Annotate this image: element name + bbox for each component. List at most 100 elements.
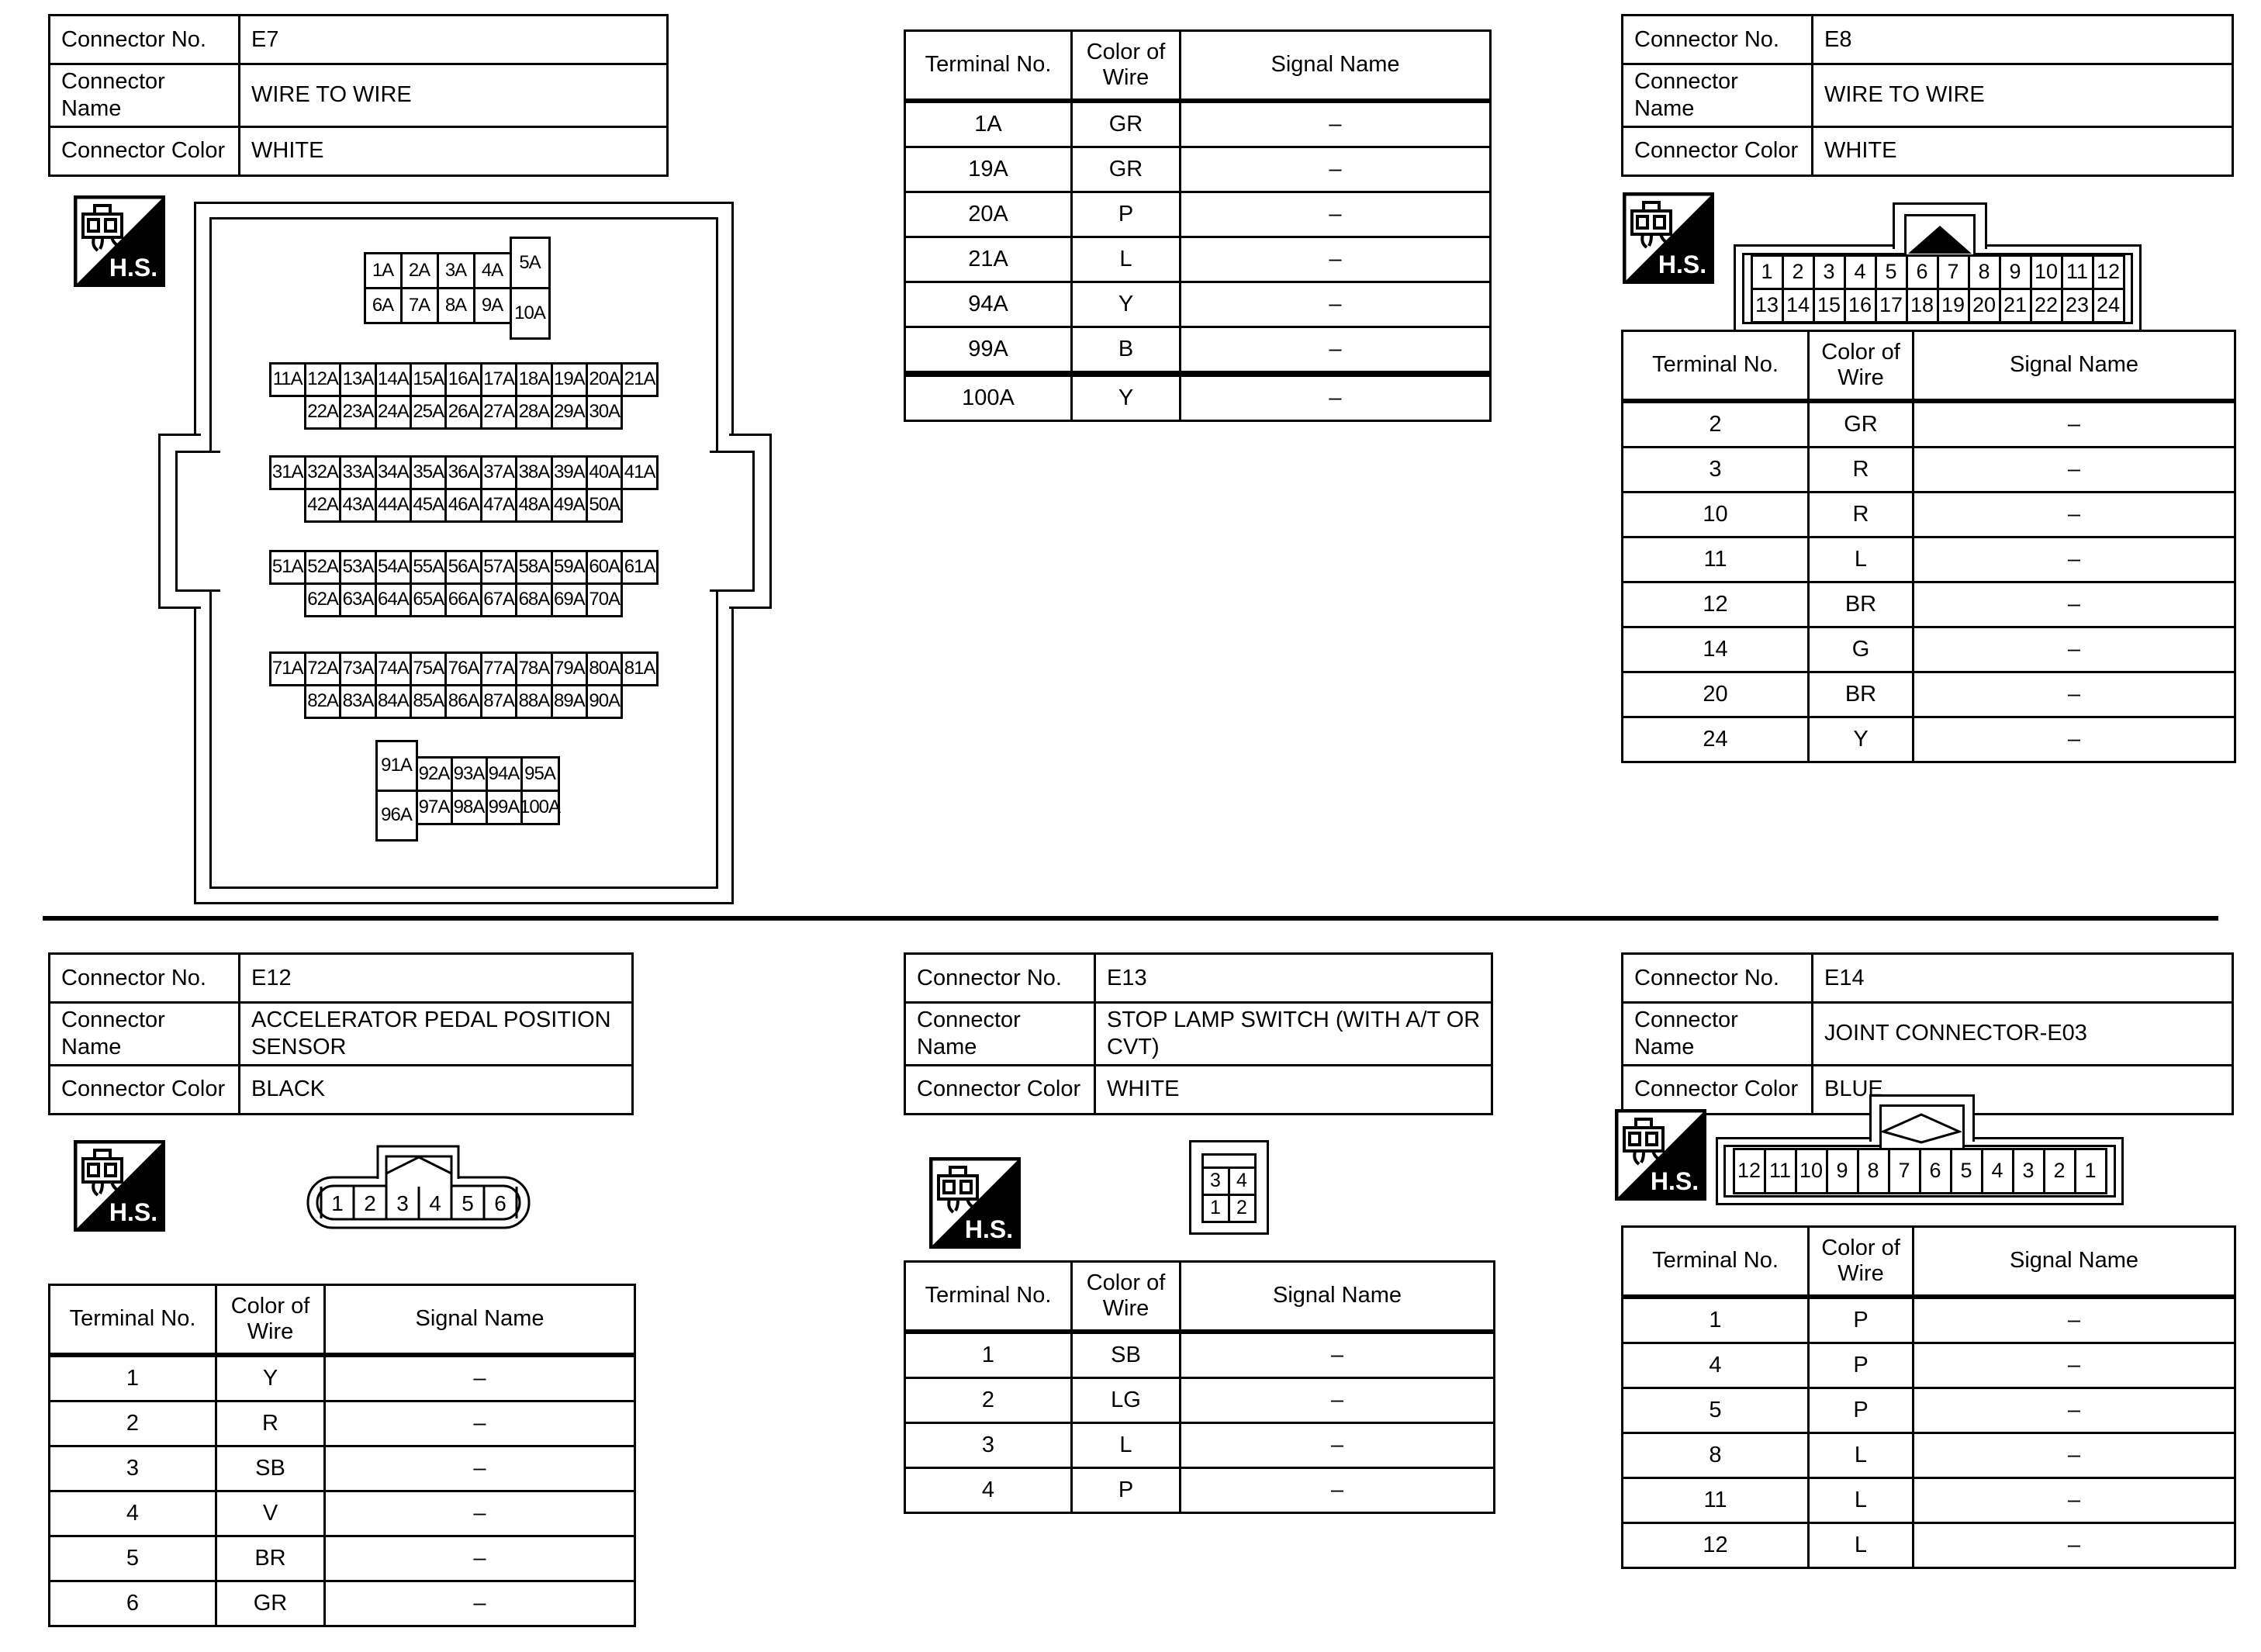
pin-96A: 96A bbox=[375, 789, 418, 842]
pin-10: 10 bbox=[2029, 254, 2063, 290]
pin-16: 16 bbox=[1843, 287, 1877, 323]
terminal-no: 12 bbox=[1621, 1522, 1810, 1569]
terminal-no: 1 bbox=[48, 1353, 217, 1402]
pin-11A: 11A bbox=[268, 361, 306, 397]
hs-icon: H.S. bbox=[74, 195, 165, 287]
pin-2: 2 bbox=[1227, 1193, 1257, 1223]
pin-78A: 78A bbox=[515, 651, 553, 686]
signal-name: – bbox=[1912, 1295, 2236, 1344]
hs-icon-label: H.S. bbox=[109, 254, 157, 282]
info-value: E8 bbox=[1811, 14, 2234, 65]
pin-23A: 23A bbox=[339, 394, 377, 430]
info-label: Connector Name bbox=[48, 63, 240, 128]
terminal-no: 1 bbox=[1621, 1295, 1810, 1344]
pin-4: 4 bbox=[1980, 1147, 2014, 1194]
pin-44A: 44A bbox=[374, 487, 413, 523]
pin-49A: 49A bbox=[550, 487, 589, 523]
info-value: WHITE bbox=[1094, 1063, 1493, 1115]
terminal-no: 1A bbox=[904, 99, 1073, 148]
wire-color: P bbox=[1070, 1467, 1181, 1514]
info-label: Connector No. bbox=[48, 14, 240, 65]
pin-77A: 77A bbox=[479, 651, 518, 686]
pin-51A: 51A bbox=[268, 549, 306, 585]
info-label: Connector Name bbox=[48, 1001, 240, 1066]
e14-terminal-table: Terminal No. Color of Wire Signal Name 1… bbox=[1621, 1225, 2236, 1569]
wire-color: L bbox=[1070, 1422, 1181, 1469]
wire-color: R bbox=[215, 1400, 326, 1447]
terminal-row: 3 SB – bbox=[48, 1445, 636, 1492]
col-header-terminal: Terminal No. bbox=[1621, 1225, 1810, 1299]
pin-52A: 52A bbox=[303, 549, 342, 585]
pin-91A: 91A bbox=[375, 739, 418, 792]
pin-20A: 20A bbox=[586, 361, 624, 397]
info-label: Connector Color bbox=[1621, 1063, 1813, 1115]
terminal-no: 11 bbox=[1621, 536, 1810, 583]
pin-88A: 88A bbox=[515, 683, 553, 719]
terminal-no: 24 bbox=[1621, 716, 1810, 763]
signal-name: – bbox=[1912, 671, 2236, 718]
pin-68A: 68A bbox=[515, 582, 553, 617]
pin-40A: 40A bbox=[586, 454, 624, 490]
wire-color: BR bbox=[1807, 581, 1914, 628]
pin-95A: 95A bbox=[520, 755, 560, 792]
pin-3: 3 bbox=[1201, 1166, 1230, 1196]
pin-7: 7 bbox=[1887, 1147, 1921, 1194]
terminal-row: 2 GR – bbox=[1621, 399, 2236, 448]
wire-color: L bbox=[1070, 236, 1181, 283]
terminal-row: 19A GR – bbox=[904, 146, 1492, 193]
pin-34A: 34A bbox=[374, 454, 413, 490]
e14-connector-tab bbox=[1869, 1094, 1975, 1153]
info-value: WHITE bbox=[1811, 125, 2234, 177]
e13-terminal-table: Terminal No. Color of Wire Signal Name 1… bbox=[904, 1260, 1495, 1514]
info-value: E12 bbox=[238, 952, 634, 1004]
info-label: Connector Color bbox=[48, 125, 240, 177]
terminal-no: 14 bbox=[1621, 626, 1810, 673]
terminal-no: 3 bbox=[1621, 446, 1810, 493]
pin-24: 24 bbox=[2091, 287, 2125, 323]
pin-54A: 54A bbox=[374, 549, 413, 585]
connector-glyph-icon bbox=[1630, 201, 1672, 249]
pin-99A: 99A bbox=[485, 789, 523, 825]
e7-connector: 1A 2A 3A 4A 5A 6A 7A 8A 9A 10A 11A 12A 13A 14A 15A 16A… bbox=[158, 202, 772, 904]
terminal-no: 2 bbox=[48, 1400, 217, 1447]
pin-5: 5 bbox=[1874, 254, 1908, 290]
info-value: WIRE TO WIRE bbox=[238, 63, 669, 128]
pin-4A: 4A bbox=[472, 251, 512, 289]
pin-5: 5 bbox=[1949, 1147, 1983, 1194]
pin-46A: 46A bbox=[444, 487, 482, 523]
terminal-row: 20 BR – bbox=[1621, 671, 2236, 718]
terminal-row: 1 Y – bbox=[48, 1353, 636, 1402]
e8-connector-tab bbox=[1893, 202, 1987, 260]
pin-47A: 47A bbox=[479, 487, 518, 523]
hs-icon: H.S. bbox=[74, 1140, 165, 1232]
info-value: ACCELERATOR PEDAL POSITION SENSOR bbox=[238, 1001, 634, 1066]
wire-color: P bbox=[1807, 1342, 1914, 1389]
pin-10A: 10A bbox=[509, 286, 551, 340]
terminal-no: 2 bbox=[1621, 399, 1810, 448]
hs-icon: H.S. bbox=[929, 1157, 1021, 1249]
pin-36A: 36A bbox=[444, 454, 482, 490]
terminal-no: 94A bbox=[904, 281, 1073, 328]
pin-18: 18 bbox=[1905, 287, 1939, 323]
e7-pin-block-b: 11A 12A 13A 14A 15A 16A 17A 18A 19A 20A 21A 22A 23A 2… bbox=[268, 361, 659, 430]
terminal-row: 11 L – bbox=[1621, 1477, 2236, 1524]
pin-100A: 100A bbox=[520, 789, 561, 825]
signal-name: – bbox=[1179, 1377, 1495, 1424]
terminal-row: 12 BR – bbox=[1621, 581, 2236, 628]
col-header-color: Color of Wire bbox=[1070, 1260, 1181, 1334]
signal-name: – bbox=[1179, 146, 1492, 193]
terminal-row: 11 L – bbox=[1621, 536, 2236, 583]
signal-name: – bbox=[323, 1353, 636, 1402]
info-label: Connector Name bbox=[1621, 63, 1813, 128]
signal-name: – bbox=[1179, 371, 1492, 422]
terminal-row: 4 P – bbox=[1621, 1342, 2236, 1389]
pin-94A: 94A bbox=[485, 755, 523, 792]
col-header-color: Color of Wire bbox=[215, 1284, 326, 1357]
pin-13A: 13A bbox=[339, 361, 377, 397]
pin-9A: 9A bbox=[472, 286, 512, 324]
pin-45A: 45A bbox=[410, 487, 448, 523]
e8-tab-triangle bbox=[1908, 226, 1972, 254]
pin-19: 19 bbox=[1936, 287, 1970, 323]
pin-4: 4 bbox=[1843, 254, 1877, 290]
